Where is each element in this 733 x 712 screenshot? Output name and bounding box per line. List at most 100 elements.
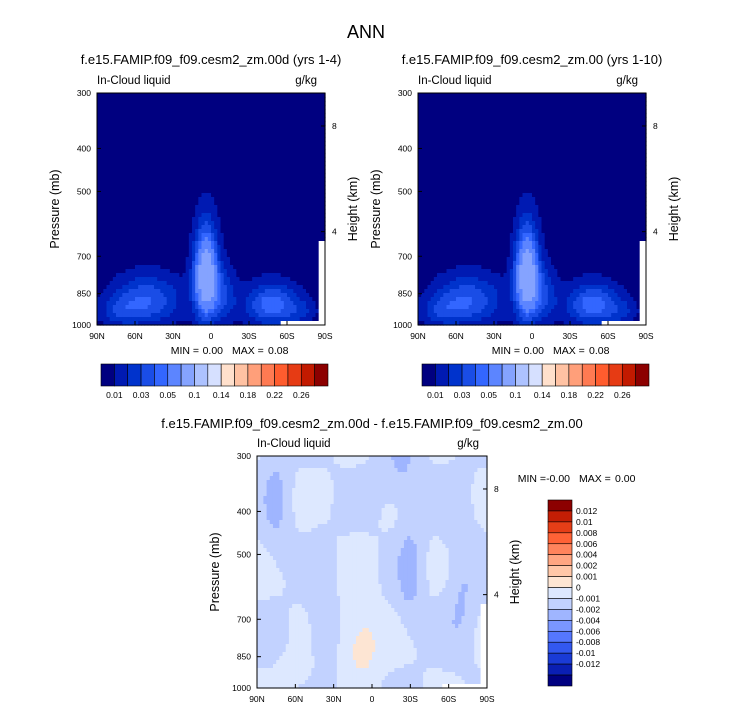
- plot-cell: [128, 205, 133, 210]
- plot-cell: [97, 253, 101, 258]
- plot-cell: [192, 177, 196, 182]
- plot-cell: [249, 217, 253, 222]
- plot-cell: [277, 105, 282, 110]
- plot-cell: [157, 161, 161, 166]
- plot-cell: [283, 101, 288, 106]
- plot-cell: [195, 153, 199, 158]
- plot-cell: [135, 257, 139, 262]
- plot-cell: [312, 197, 317, 202]
- plot-cell: [128, 257, 133, 262]
- plot-cell: [141, 253, 146, 258]
- plot-cell: [182, 237, 187, 242]
- plot-cell: [201, 177, 206, 182]
- plot-cell: [226, 229, 231, 234]
- plot-cell: [160, 225, 165, 230]
- plot-cell: [318, 201, 323, 206]
- plot-cell: [271, 121, 275, 126]
- plot-cell: [321, 201, 326, 206]
- plot-cell: [321, 197, 326, 202]
- plot-cell: [144, 97, 149, 102]
- plot-cell: [287, 121, 291, 126]
- plot-cell: [147, 189, 152, 194]
- plot-cell: [157, 209, 161, 214]
- plot-cell: [312, 205, 317, 210]
- plot-cell: [264, 181, 269, 186]
- plot-cell: [261, 129, 266, 134]
- plot-cell: [280, 125, 285, 130]
- plot-cell: [100, 241, 104, 246]
- plot-cell: [173, 229, 177, 234]
- plot-cell: [264, 237, 269, 242]
- plot-cell: [290, 165, 294, 170]
- plot-cell: [217, 129, 222, 134]
- plot-cell: [230, 97, 234, 102]
- plot-cell: [309, 165, 313, 170]
- plot-cell: [296, 105, 301, 110]
- plot-cell: [321, 121, 326, 126]
- plot-cell: [211, 237, 215, 242]
- plot-cell: [173, 185, 177, 190]
- plot-cell: [274, 129, 279, 134]
- plot-cell: [302, 109, 307, 114]
- plot-cell: [220, 121, 225, 126]
- plot-cell: [223, 101, 228, 106]
- plot-cell: [293, 137, 298, 142]
- plot-cell: [293, 201, 298, 206]
- plot-cell: [182, 177, 187, 182]
- plot-cell: [258, 217, 263, 222]
- plot-cell: [207, 169, 212, 174]
- plot-cell: [163, 189, 168, 194]
- colorbar-box: [180, 363, 195, 387]
- plot-cell: [188, 185, 193, 190]
- plot-cell: [230, 177, 234, 182]
- plot-cell: [160, 209, 165, 214]
- plot-cell: [138, 209, 142, 214]
- plot-cell: [287, 249, 291, 254]
- plot-cell: [233, 173, 237, 178]
- plot-cell: [109, 201, 114, 206]
- plot-cell: [192, 153, 196, 158]
- plot-cell: [182, 145, 187, 150]
- plot-cell: [277, 157, 282, 162]
- plot-cell: [242, 165, 247, 170]
- plot-cell: [179, 205, 184, 210]
- plot-cell: [204, 233, 209, 238]
- plot-cell: [255, 141, 260, 146]
- plot-cell: [302, 245, 307, 250]
- plot-cell: [169, 133, 174, 138]
- plot-cell: [173, 153, 177, 158]
- plot-cell: [122, 189, 127, 194]
- plot-cell: [122, 93, 127, 98]
- plot-cell: [277, 197, 282, 202]
- plot-cell: [192, 237, 196, 242]
- plot-cell: [283, 221, 288, 226]
- plot-cell: [112, 189, 117, 194]
- plot-cell: [176, 253, 180, 258]
- plot-cell: [277, 101, 282, 106]
- plot-cell: [261, 177, 266, 182]
- plot-cell: [217, 101, 222, 106]
- plot-cell: [163, 209, 168, 214]
- plot-cell: [306, 237, 310, 242]
- plot-cell: [283, 181, 288, 186]
- plot-cell: [321, 233, 326, 238]
- plot-cell: [233, 253, 237, 258]
- plot-cell: [169, 137, 174, 142]
- plot-cell: [160, 253, 165, 258]
- plot-cell: [239, 121, 244, 126]
- plot-cell: [106, 229, 111, 234]
- plot-cell: [296, 205, 301, 210]
- plot-cell: [239, 193, 244, 198]
- plot-cell: [195, 245, 199, 250]
- plot-cell: [274, 117, 279, 122]
- plot-cell: [125, 181, 130, 186]
- y-axis-title: Pressure (mb): [48, 169, 62, 248]
- plot-cell: [112, 253, 117, 258]
- plot-cell: [116, 129, 120, 134]
- plot-cell: [318, 133, 323, 138]
- plot-cell: [141, 173, 146, 178]
- plot-cell: [321, 177, 326, 182]
- plot-cell: [131, 169, 136, 174]
- plot-cell: [214, 225, 218, 230]
- plot-cell: [204, 185, 209, 190]
